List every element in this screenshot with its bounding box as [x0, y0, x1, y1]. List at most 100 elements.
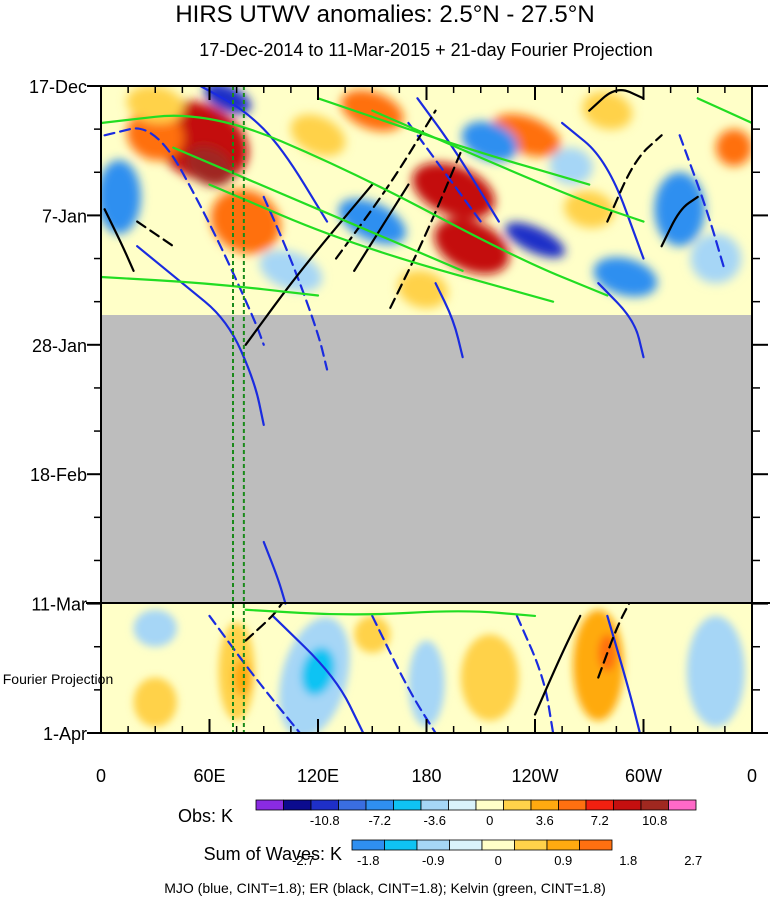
projection-blob	[233, 659, 252, 697]
anomaly-blob	[564, 190, 615, 228]
anomaly-blob	[204, 86, 252, 114]
colorbar-box	[640, 799, 669, 811]
y-tick-label: 28-Jan	[32, 336, 87, 356]
chart-subtitle: 17-Dec-2014 to 11-Mar-2015 + 21-day Four…	[199, 40, 652, 60]
anomaly-blob	[715, 129, 752, 167]
kelvin-contour	[244, 608, 537, 618]
mjo-contour	[515, 614, 555, 733]
anomaly-blob	[210, 189, 281, 254]
y-tick-label: 18-Feb	[30, 465, 87, 485]
colorbar-box	[579, 839, 613, 851]
anomaly-blob	[397, 270, 448, 309]
projection-anomaly-field	[133, 609, 745, 733]
colorbar-box	[448, 799, 477, 811]
colorbar-box	[585, 799, 614, 811]
colorbar-tick-label: 1.8	[619, 853, 637, 868]
anomaly-blob	[412, 162, 495, 219]
er-contour	[334, 109, 437, 260]
anomaly-blob	[101, 159, 141, 234]
x-tick-label: 120E	[297, 766, 339, 786]
mjo-contour	[136, 245, 265, 427]
waves-colorbar: -2.7 -1.8 -0.9 0 0.9 1.8 2.7	[292, 839, 702, 868]
er-contour	[606, 134, 663, 223]
er-contour	[136, 220, 175, 248]
kelvin-contour	[101, 275, 320, 297]
colorbar-box	[514, 839, 548, 851]
mjo-contour	[597, 282, 645, 359]
colorbar-box	[283, 799, 312, 811]
colorbar-box	[613, 799, 642, 811]
anomaly-blob	[259, 250, 323, 292]
er-contour	[660, 195, 699, 248]
projection-blob	[460, 634, 519, 721]
er-contour	[103, 208, 135, 272]
anomaly-blob	[690, 233, 742, 284]
obs-colorbar-label: Obs: K	[178, 806, 233, 826]
colorbar-tick-label: -1.8	[357, 853, 379, 868]
kelvin-contour	[316, 97, 591, 186]
kelvin-contour	[172, 146, 464, 272]
colorbar-tick-label: -7.2	[369, 813, 391, 828]
anomaly-blob	[505, 222, 565, 258]
contour-caption: MJO (blue, CINT=1.8); ER (black, CINT=1.…	[164, 880, 606, 896]
mjo-contour	[199, 86, 329, 223]
colorbar-box	[351, 839, 385, 851]
colorbar-box	[449, 839, 483, 851]
kelvin-contour	[371, 109, 645, 223]
anomaly-blob	[593, 257, 658, 297]
colorbar-box	[420, 799, 449, 811]
er-contour	[353, 183, 410, 272]
colorbar-box	[365, 799, 394, 811]
er-contour	[533, 614, 582, 716]
colorbar-box	[530, 799, 559, 811]
obs-colorbar: -10.8 -7.2 -3.6 0 3.6 7.2 10.8	[255, 799, 697, 828]
mjo-contour	[371, 614, 437, 733]
x-tick-label: 0	[747, 766, 757, 786]
anomaly-blob	[582, 91, 633, 130]
reference-lines	[232, 86, 245, 733]
colorbar-tick-label: -2.7	[292, 853, 314, 868]
mjo-contour	[561, 121, 645, 260]
colorbar-box	[310, 799, 339, 811]
axes: 0 60E 120E 180 120W 60W 0 17-Dec 7-Jan 28-Jan 18-F…	[29, 77, 768, 786]
mjo-contour	[678, 134, 726, 272]
y-tick-label: 1-Apr	[43, 724, 87, 744]
missing-data-region	[101, 315, 752, 603]
colorbar-box	[558, 799, 587, 811]
colorbar-tick-label: 0	[486, 813, 493, 828]
anomaly-blob	[434, 218, 510, 275]
colorbar-box	[546, 839, 580, 851]
er-contour	[389, 146, 464, 309]
y-tick-label: 17-Dec	[29, 77, 87, 97]
colorbar-box	[475, 799, 504, 811]
colorbar-tick-label: -0.9	[422, 853, 444, 868]
kelvin-contour	[101, 114, 609, 297]
anomaly-blob	[126, 86, 184, 124]
projection-blob	[301, 647, 335, 696]
projection-blob	[133, 609, 177, 647]
kelvin-contour	[696, 97, 752, 125]
mjo-contour	[262, 540, 287, 605]
obs-anomaly-field	[101, 86, 752, 309]
anomaly-blob	[654, 172, 705, 247]
colorbar-tick-label: -3.6	[424, 813, 446, 828]
wave-contours	[101, 86, 752, 733]
projection-blob	[686, 615, 745, 727]
mjo-contour	[606, 614, 641, 733]
x-tick-label: 180	[411, 766, 441, 786]
colorbar-tick-label: 0	[495, 853, 502, 868]
colorbar-box	[481, 839, 515, 851]
colorbar-tick-label: 2.7	[684, 853, 702, 868]
colorbar-box	[384, 839, 418, 851]
colorbar-box	[393, 799, 422, 811]
mjo-contour	[416, 97, 500, 223]
colorbar-tick-label: 7.2	[591, 813, 609, 828]
y-tick-label: 7-Jan	[42, 206, 87, 226]
mjo-contour	[271, 614, 365, 733]
colorbar-box	[503, 799, 532, 811]
anomaly-blob	[185, 145, 234, 187]
projection-label: Fourier Projection	[3, 671, 114, 687]
colorbar-box	[255, 799, 284, 811]
x-tick-label: 60E	[193, 766, 225, 786]
